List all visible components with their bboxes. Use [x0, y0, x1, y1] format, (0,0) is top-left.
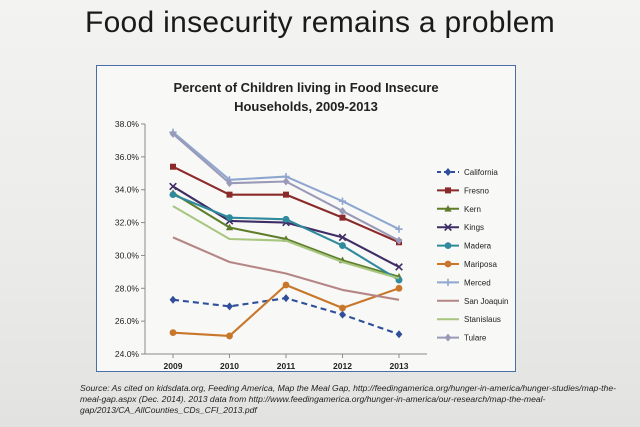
- data-point-kern: [225, 223, 234, 231]
- data-point-kings: [338, 233, 347, 242]
- chart-frame: Percent of Children living in Food Insec…: [96, 65, 516, 372]
- x-tick-label: 2010: [220, 361, 239, 371]
- data-point-kings: [169, 182, 177, 191]
- data-point-madera: [339, 242, 346, 249]
- legend-marker-mariposa: [444, 260, 452, 268]
- source-citation: Source: As cited on kidsdata.org, Feedin…: [80, 383, 616, 415]
- data-point-fresno: [226, 191, 233, 198]
- line-chart: 24.0% 26.0% 28.0% 30.0% 32.0% 34.0% 36.0% 38.0%…: [115, 119, 509, 371]
- data-point-california: [339, 310, 346, 319]
- data-point-mariposa: [169, 329, 177, 337]
- chart-title-line2: Households, 2009-2013: [234, 99, 378, 114]
- legend-marker-kern: [444, 205, 452, 212]
- x-tick-label: 2011: [277, 361, 296, 371]
- x-tick-label: 2012: [333, 361, 352, 371]
- data-point-california: [282, 294, 290, 303]
- legend-label-san-joaquin: San Joaquin: [464, 297, 508, 306]
- legend-label-kern: Kern: [464, 205, 481, 214]
- y-tick-label: 30.0%: [115, 250, 140, 260]
- data-point-fresno: [339, 214, 346, 221]
- data-point-tulare: [226, 179, 233, 188]
- series-line-kern: [172, 192, 400, 278]
- data-point-california: [226, 302, 233, 311]
- x-tick-label: 2013: [390, 361, 409, 371]
- legend-label-california: California: [464, 168, 498, 177]
- series-line-mariposa: [172, 283, 400, 337]
- data-point-mariposa: [282, 281, 290, 289]
- legend-marker-kings: [444, 223, 452, 232]
- legend-label-mariposa: Mariposa: [464, 260, 497, 269]
- series-line-tulare: [172, 133, 400, 242]
- y-tick-label: 28.0%: [115, 283, 140, 293]
- legend-label-madera: Madera: [464, 242, 492, 251]
- data-point-mariposa: [226, 332, 233, 340]
- data-point-mariposa: [339, 304, 346, 312]
- y-tick-label: 38.0%: [115, 119, 140, 129]
- data-point-california: [395, 330, 403, 339]
- x-tick-label: 2009: [164, 361, 183, 371]
- y-tick-label: 34.0%: [115, 185, 140, 195]
- legend-marker-merced: [444, 278, 452, 286]
- data-point-madera: [226, 214, 233, 222]
- legend-marker-fresno: [445, 187, 451, 194]
- series-line-california: [172, 297, 400, 336]
- legend-marker-california: [444, 168, 452, 176]
- series-line-san-joaquin: [172, 236, 400, 301]
- data-point-merced: [395, 225, 403, 233]
- data-point-tulare: [395, 236, 403, 245]
- legend-label-stanislaus: Stanislaus: [464, 315, 501, 324]
- data-point-madera: [169, 191, 177, 199]
- data-point-fresno: [283, 191, 289, 198]
- y-tick-label: 36.0%: [115, 152, 140, 162]
- legend-label-fresno: Fresno: [464, 186, 489, 195]
- legend-marker-tulare: [444, 333, 452, 342]
- data-point-merced: [338, 197, 347, 205]
- data-point-madera: [282, 215, 290, 223]
- series-line-stanislaus: [172, 205, 400, 280]
- chart-title: Percent of Children living in Food Insec…: [97, 78, 515, 116]
- data-point-california: [169, 295, 177, 304]
- data-point-mariposa: [395, 284, 403, 292]
- legend-marker-madera: [444, 242, 452, 250]
- data-point-fresno: [170, 163, 176, 170]
- legend-label-merced: Merced: [464, 278, 491, 287]
- chart-title-line1: Percent of Children living in Food Insec…: [173, 80, 439, 95]
- slide-title: Food insecurity remains a problem: [84, 6, 556, 39]
- y-tick-label: 24.0%: [115, 349, 140, 359]
- y-tick-label: 26.0%: [115, 316, 140, 326]
- y-tick-label: 32.0%: [115, 218, 140, 228]
- legend-label-kings: Kings: [464, 223, 484, 232]
- legend-label-tulare: Tulare: [464, 334, 487, 343]
- data-point-tulare: [169, 129, 177, 138]
- data-point-tulare: [339, 207, 346, 216]
- data-point-kings: [395, 263, 403, 271]
